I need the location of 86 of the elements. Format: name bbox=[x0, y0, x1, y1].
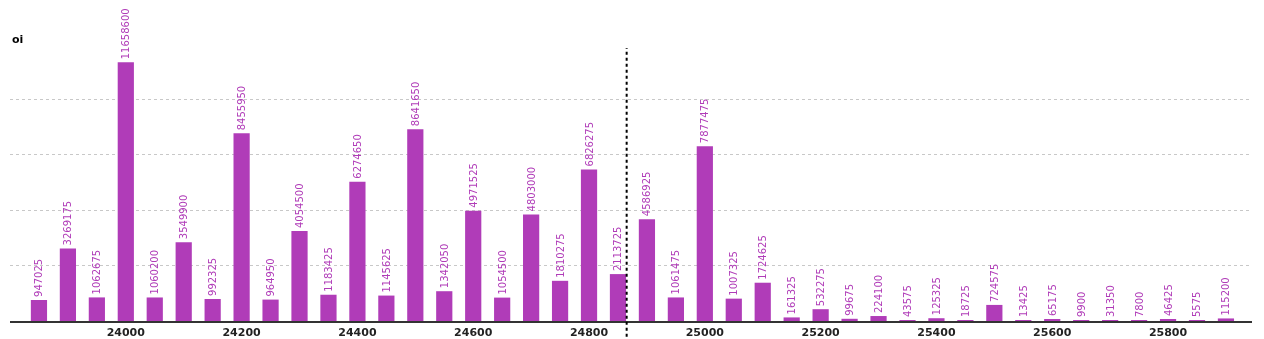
x-tick-label: 25000 bbox=[685, 326, 725, 339]
x-tick-label: 24800 bbox=[569, 326, 609, 339]
data-label: 8641650 bbox=[409, 81, 421, 127]
data-label: 4803000 bbox=[525, 166, 537, 212]
bar bbox=[262, 299, 279, 321]
bar bbox=[59, 248, 77, 321]
bar bbox=[146, 297, 163, 321]
bar bbox=[349, 181, 366, 321]
data-label: 115200 bbox=[1220, 277, 1232, 316]
data-label: 3269175 bbox=[62, 200, 74, 246]
bar bbox=[204, 298, 221, 321]
data-label: 1007325 bbox=[728, 251, 740, 296]
data-label: 6826275 bbox=[583, 121, 595, 167]
bar bbox=[465, 210, 482, 321]
data-label: 2113725 bbox=[612, 226, 624, 272]
data-label: 964950 bbox=[265, 258, 277, 297]
data-label: 1054500 bbox=[496, 250, 508, 295]
bar bbox=[609, 274, 627, 321]
bar bbox=[986, 304, 1003, 321]
data-label: 161325 bbox=[786, 276, 798, 315]
bar bbox=[638, 219, 656, 321]
data-label: 3549900 bbox=[178, 194, 190, 240]
x-tick-label: 24400 bbox=[338, 326, 377, 339]
bar bbox=[378, 295, 395, 321]
data-label: 1060200 bbox=[149, 249, 161, 295]
data-label: 1145625 bbox=[380, 248, 392, 293]
bar bbox=[320, 294, 337, 321]
data-label: 99675 bbox=[844, 283, 856, 316]
bar bbox=[667, 297, 684, 321]
data-label: 1342050 bbox=[438, 243, 450, 289]
bar bbox=[580, 169, 598, 321]
bar bbox=[928, 318, 945, 321]
x-tick-label: 25200 bbox=[801, 326, 841, 339]
data-label: 7877475 bbox=[699, 98, 711, 144]
bar bbox=[812, 309, 829, 321]
x-tick-label: 25400 bbox=[917, 326, 956, 339]
data-label: 125325 bbox=[930, 277, 942, 316]
bar bbox=[175, 242, 192, 321]
x-tick-label: 24600 bbox=[454, 326, 493, 339]
data-label: 4971525 bbox=[467, 163, 479, 208]
data-label: 1183425 bbox=[322, 247, 334, 292]
data-label: 65175 bbox=[1046, 284, 1058, 316]
data-label: 43575 bbox=[901, 285, 913, 317]
data-label: 724575 bbox=[988, 263, 1000, 302]
bar bbox=[725, 298, 742, 321]
bar bbox=[494, 297, 511, 321]
bar bbox=[30, 299, 48, 321]
bar bbox=[117, 62, 134, 321]
bar bbox=[88, 297, 105, 321]
data-label: 31350 bbox=[1104, 285, 1116, 317]
data-label: 8455950 bbox=[236, 85, 248, 131]
bar bbox=[754, 282, 771, 321]
data-label: 13425 bbox=[1017, 285, 1029, 317]
x-tick-label: 24000 bbox=[106, 326, 146, 339]
bar bbox=[783, 317, 800, 321]
data-label: 532275 bbox=[815, 268, 827, 307]
x-tick-label: 25800 bbox=[1148, 326, 1188, 339]
bar bbox=[551, 280, 569, 321]
data-label: 1810275 bbox=[554, 233, 566, 278]
data-label: 46425 bbox=[1162, 284, 1174, 316]
data-label: 18725 bbox=[959, 285, 971, 317]
data-label: 4054500 bbox=[294, 183, 306, 229]
data-label: 11658600 bbox=[120, 8, 132, 60]
x-tick-label: 24200 bbox=[222, 326, 262, 339]
bar bbox=[407, 129, 424, 321]
data-label: 7800 bbox=[1133, 291, 1145, 317]
data-label: 992325 bbox=[207, 257, 219, 296]
x-tick-label: 25600 bbox=[1033, 326, 1072, 339]
data-label: 6274650 bbox=[351, 134, 363, 179]
data-label: 5575 bbox=[1191, 291, 1203, 317]
data-label: 224100 bbox=[873, 274, 885, 314]
data-label: 1061475 bbox=[670, 249, 682, 295]
bar bbox=[1217, 318, 1235, 321]
y-axis-title: oi bbox=[12, 33, 24, 46]
bar bbox=[523, 214, 540, 321]
data-label: 1062675 bbox=[91, 249, 103, 295]
data-label: 947025 bbox=[33, 258, 45, 297]
bar bbox=[233, 133, 250, 321]
bar bbox=[841, 318, 858, 321]
bar bbox=[696, 146, 713, 321]
data-label: 4586925 bbox=[641, 171, 653, 217]
bar bbox=[291, 231, 308, 321]
data-label: 1724625 bbox=[757, 235, 769, 280]
bar bbox=[436, 291, 453, 321]
data-label: 9900 bbox=[1075, 291, 1087, 317]
bar bbox=[870, 316, 887, 321]
